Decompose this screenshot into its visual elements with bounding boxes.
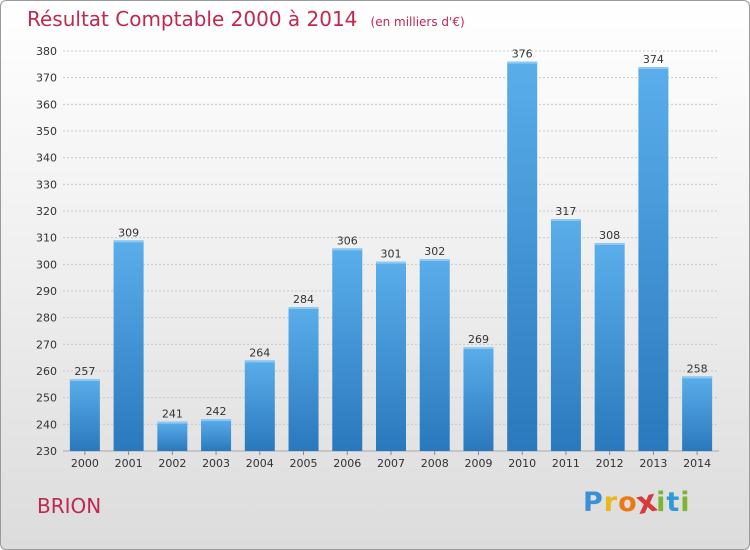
bar-2004 — [244, 360, 275, 451]
data-label: 306 — [337, 234, 358, 247]
data-label: 308 — [599, 229, 620, 242]
data-label: 264 — [249, 346, 270, 359]
x-tick-label: 2004 — [246, 457, 274, 470]
bar-2010 — [507, 61, 538, 452]
data-label: 301 — [381, 248, 402, 261]
data-label: 309 — [118, 226, 139, 239]
bar-2003 — [201, 419, 232, 451]
data-label: 257 — [74, 365, 95, 378]
data-labels: 257 309 241 242 264 284 306 301 302 269 376 317 308 3… — [74, 48, 707, 421]
bar-2007 — [376, 261, 406, 451]
y-tick-label: 240 — [36, 418, 57, 431]
bar-top-highlight — [157, 421, 188, 424]
bar-2006 — [332, 248, 363, 451]
bar-2000 — [69, 379, 100, 451]
x-tick-label: 2002 — [158, 457, 186, 470]
data-label: 317 — [555, 205, 576, 218]
y-tick-label: 330 — [36, 178, 57, 191]
chart-title: Résultat Comptable 2000 à 2014 — [27, 7, 358, 31]
bar-top-highlight — [507, 61, 538, 64]
x-tick-label: 2006 — [333, 457, 361, 470]
bar-top-highlight — [69, 379, 100, 381]
bar-2014 — [682, 376, 713, 451]
y-tick-label: 310 — [36, 232, 57, 245]
data-label: 241 — [162, 408, 183, 421]
title-row: Résultat Comptable 2000 à 2014 (en milli… — [27, 7, 465, 31]
logo-letter: i — [656, 487, 667, 518]
x-tick-label: 2011 — [552, 457, 580, 470]
y-tick-label: 380 — [36, 45, 57, 58]
y-tick-label: 250 — [36, 392, 57, 405]
data-label: 242 — [206, 405, 227, 418]
y-tick-label: 230 — [36, 445, 57, 458]
x-axis-ticks: 2000 2001 2002 2003 2004 2005 2006 2007 2008 2009… — [71, 451, 711, 470]
bar-top-highlight — [288, 307, 319, 309]
bar-top-highlight — [682, 376, 713, 379]
x-tick-label: 2013 — [639, 457, 667, 470]
bar-2009 — [463, 347, 494, 451]
x-tick-label: 2000 — [71, 457, 99, 470]
logo-letter: i — [680, 487, 691, 518]
logo-letter: t — [666, 487, 681, 518]
logo-letter: r — [603, 487, 619, 518]
bar-2002 — [157, 421, 188, 451]
y-tick-label: 360 — [36, 98, 57, 111]
chart-subtitle: (en milliers d'€) — [370, 15, 465, 29]
bar-top-highlight — [594, 243, 625, 245]
y-tick-label: 340 — [36, 152, 57, 165]
bar-2013 — [638, 67, 669, 451]
x-tick-label: 2014 — [683, 457, 711, 470]
x-tick-label: 2003 — [202, 457, 230, 470]
x-tick-label: 2001 — [115, 457, 143, 470]
y-tick-label: 290 — [36, 285, 57, 298]
y-tick-label: 300 — [36, 258, 57, 271]
bar-2008 — [419, 259, 450, 451]
data-label: 258 — [687, 362, 708, 375]
x-tick-label: 2005 — [290, 457, 318, 470]
y-tick-label: 320 — [36, 205, 57, 218]
x-tick-label: 2010 — [508, 457, 536, 470]
bar-2011 — [550, 219, 581, 451]
bar-top-highlight — [550, 219, 581, 221]
data-label: 284 — [293, 293, 314, 306]
logo-letter: o — [618, 487, 638, 518]
y-tick-label: 270 — [36, 338, 57, 351]
x-tick-label: 2012 — [596, 457, 624, 470]
x-tick-label: 2009 — [464, 457, 492, 470]
place-name: BRION — [37, 494, 102, 518]
bar-top-highlight — [376, 261, 406, 264]
proxiti-logo: Proxiti — [583, 483, 691, 522]
data-label: 302 — [424, 245, 445, 258]
bar-top-highlight — [113, 240, 144, 243]
y-tick-label: 260 — [36, 365, 57, 378]
y-tick-label: 280 — [36, 312, 57, 325]
y-tick-label: 370 — [36, 72, 57, 85]
bar-top-highlight — [638, 67, 669, 69]
logo-letter: P — [583, 487, 604, 518]
bars — [69, 61, 713, 452]
y-tick-label: 350 — [36, 125, 57, 138]
bar-top-highlight — [201, 419, 232, 421]
bar-2005 — [288, 307, 319, 451]
bar-top-highlight — [332, 248, 363, 251]
x-tick-label: 2007 — [377, 457, 405, 470]
bar-top-highlight — [244, 360, 275, 363]
bar-top-highlight — [419, 259, 450, 261]
bar-2001 — [113, 240, 144, 451]
data-label: 374 — [643, 53, 664, 66]
bar-2012 — [594, 243, 625, 451]
data-label: 269 — [468, 333, 489, 346]
x-tick-label: 2008 — [421, 457, 449, 470]
y-axis-ticks: 230 240 250 260 270 280 290 300 310 320 330 340 350 3… — [36, 45, 57, 458]
bar-top-highlight — [463, 347, 494, 349]
data-label: 376 — [512, 48, 533, 61]
